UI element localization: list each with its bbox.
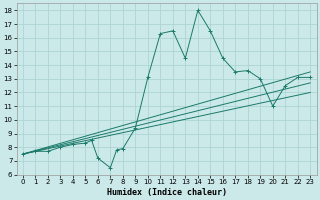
- X-axis label: Humidex (Indice chaleur): Humidex (Indice chaleur): [107, 188, 227, 197]
